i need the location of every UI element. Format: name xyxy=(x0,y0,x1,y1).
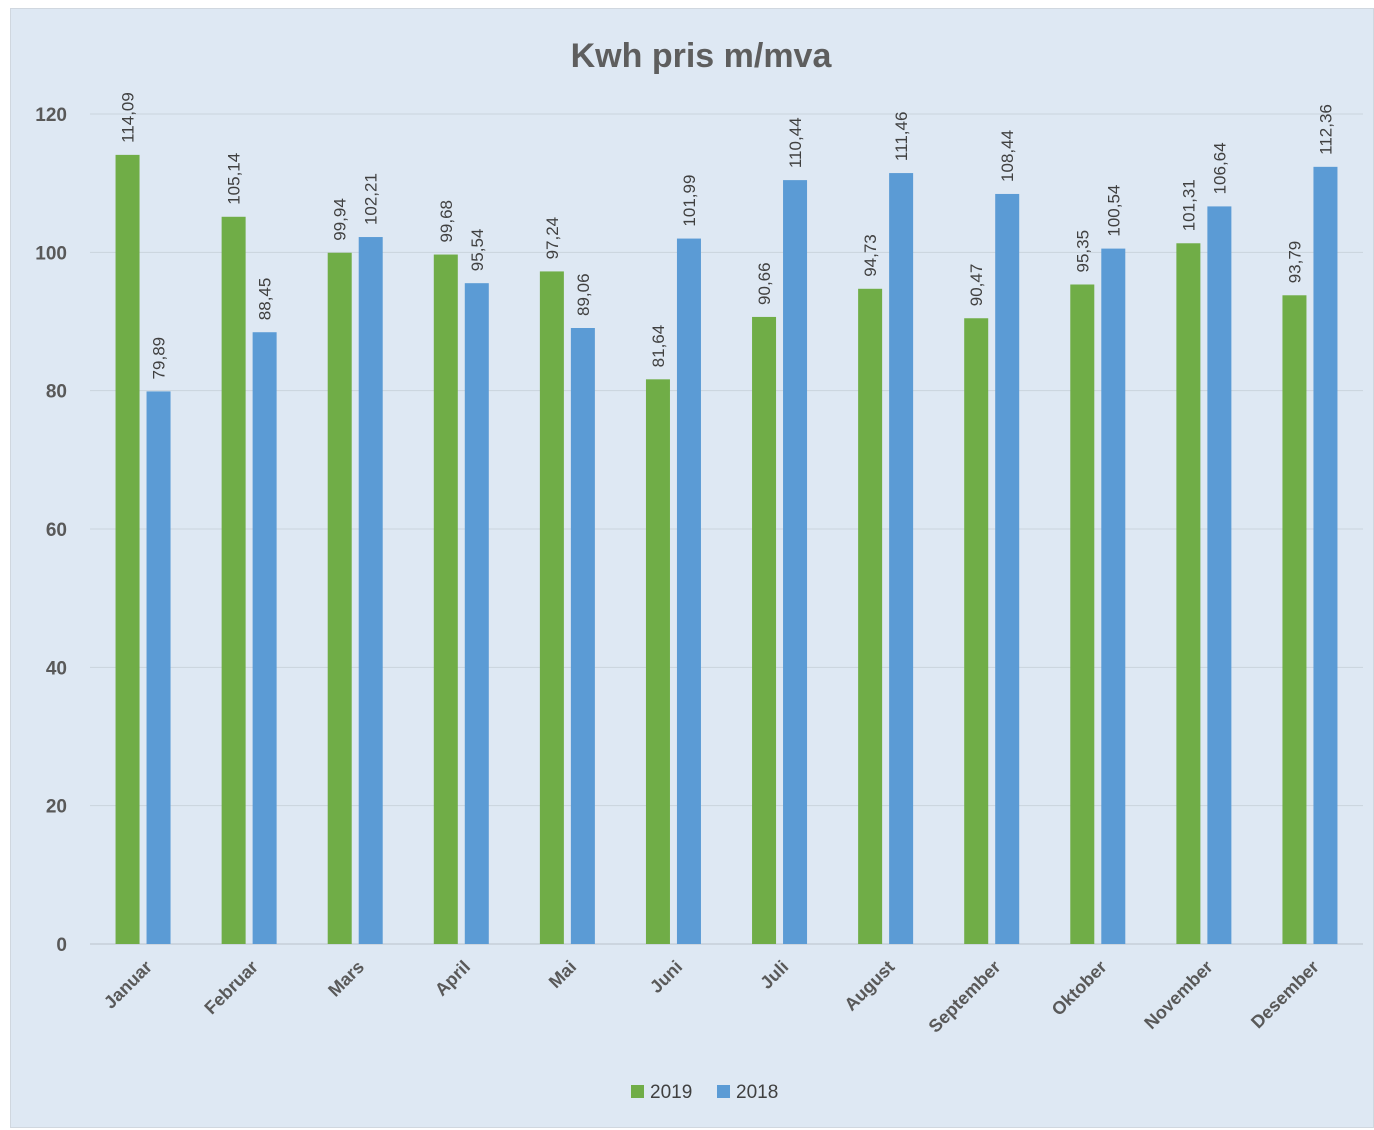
bar-2019-desember xyxy=(1282,295,1307,944)
y-axis-ticks: 0 20 40 60 80 100 120 xyxy=(35,105,67,956)
x-axis-ticks: Januar Februar Mars April Mai Juni Juli August S… xyxy=(100,957,1323,1037)
y-tick-label: 80 xyxy=(46,382,67,403)
x-tick-label: Juni xyxy=(646,957,686,997)
x-tick-label: Februar xyxy=(200,957,262,1019)
y-tick-label: 20 xyxy=(46,797,67,818)
legend-swatch xyxy=(631,1085,644,1098)
bar-2019-mai xyxy=(539,271,564,944)
x-tick-label: Januar xyxy=(100,957,156,1013)
bar-2019-august xyxy=(858,288,883,944)
x-tick-label: August xyxy=(840,957,898,1015)
bar-2018-august xyxy=(889,173,914,944)
data-label: 79,89 xyxy=(150,337,169,380)
x-tick-label: Oktober xyxy=(1048,957,1111,1020)
bar-2018-juli xyxy=(783,180,808,944)
data-label: 93,79 xyxy=(1285,241,1304,284)
bar-2018-januar xyxy=(146,391,171,944)
gridlines xyxy=(90,113,1363,945)
x-tick-label: Desember xyxy=(1247,957,1323,1033)
bar-2018-desember xyxy=(1313,166,1338,945)
bar-2019-juni xyxy=(645,379,670,944)
data-label: 114,09 xyxy=(119,92,138,143)
data-label: 99,68 xyxy=(437,200,456,243)
legend-entry: 2019 xyxy=(650,1082,692,1103)
data-label: 90,66 xyxy=(755,262,774,305)
legend-entry: 2018 xyxy=(736,1082,778,1103)
data-label: 94,73 xyxy=(861,234,880,277)
data-label: 110,44 xyxy=(786,117,805,168)
bar-2018-april xyxy=(464,283,489,945)
data-label: 100,54 xyxy=(1104,185,1123,237)
bar-2018-november xyxy=(1207,206,1232,944)
data-label: 112,36 xyxy=(1316,104,1335,155)
data-label: 111,46 xyxy=(892,112,911,161)
y-tick-label: 40 xyxy=(46,658,67,679)
data-label: 105,14 xyxy=(225,153,244,205)
data-label: 81,64 xyxy=(649,325,668,368)
x-tick-label: Mai xyxy=(545,957,580,992)
bar-2018-februar xyxy=(252,332,277,944)
bar-2018-juni xyxy=(676,238,701,945)
bar-2019-september xyxy=(964,318,989,945)
data-label: 95,54 xyxy=(468,229,487,272)
bar-2018-mai xyxy=(570,328,595,944)
bar-2019-juli xyxy=(752,316,777,944)
data-label: 106,64 xyxy=(1210,142,1229,194)
x-tick-label: September xyxy=(925,957,1005,1037)
y-tick-label: 0 xyxy=(56,935,67,956)
data-label: 101,99 xyxy=(680,175,699,227)
x-tick-label: November xyxy=(1140,957,1216,1033)
data-label: 95,35 xyxy=(1073,230,1092,273)
bar-2018-oktober xyxy=(1101,248,1126,944)
bar-2018-september xyxy=(995,193,1020,944)
data-label: 89,06 xyxy=(574,273,593,316)
bar-2019-april xyxy=(433,254,458,945)
bar-2019-november xyxy=(1176,243,1201,944)
chart-area: 0 20 40 60 80 100 120 114,09 79,89 105,14 88,45 99… xyxy=(10,8,1374,1128)
x-tick-label: April xyxy=(431,957,474,1000)
bar-2019-oktober xyxy=(1070,284,1095,944)
bars xyxy=(115,154,1338,945)
data-label: 90,47 xyxy=(967,264,986,307)
bar-2019-februar xyxy=(221,216,246,944)
data-label: 99,94 xyxy=(331,198,350,241)
bar-2019-januar xyxy=(115,154,140,944)
legend-swatch xyxy=(717,1085,730,1098)
data-label: 97,24 xyxy=(543,217,562,260)
data-label: 102,21 xyxy=(362,173,381,225)
y-tick-label: 120 xyxy=(35,105,67,126)
data-labels: 114,09 79,89 105,14 88,45 99,94 102,21 99,68 95… xyxy=(119,92,1336,379)
y-tick-label: 60 xyxy=(46,520,67,541)
data-label: 88,45 xyxy=(256,278,275,321)
x-tick-label: Mars xyxy=(324,957,368,1001)
y-tick-label: 100 xyxy=(35,243,67,264)
legend: 2019 2018 xyxy=(631,1082,778,1103)
bar-2018-mars xyxy=(358,237,383,945)
data-label: 108,44 xyxy=(998,130,1017,182)
bar-2019-mars xyxy=(327,252,352,944)
bar-chart: 0 20 40 60 80 100 120 114,09 79,89 105,14 88,45 99… xyxy=(35,37,1363,1103)
data-label: 101,31 xyxy=(1179,179,1198,231)
x-tick-label: Juli xyxy=(756,957,792,993)
chart-title: Kwh pris m/mva xyxy=(571,37,833,75)
